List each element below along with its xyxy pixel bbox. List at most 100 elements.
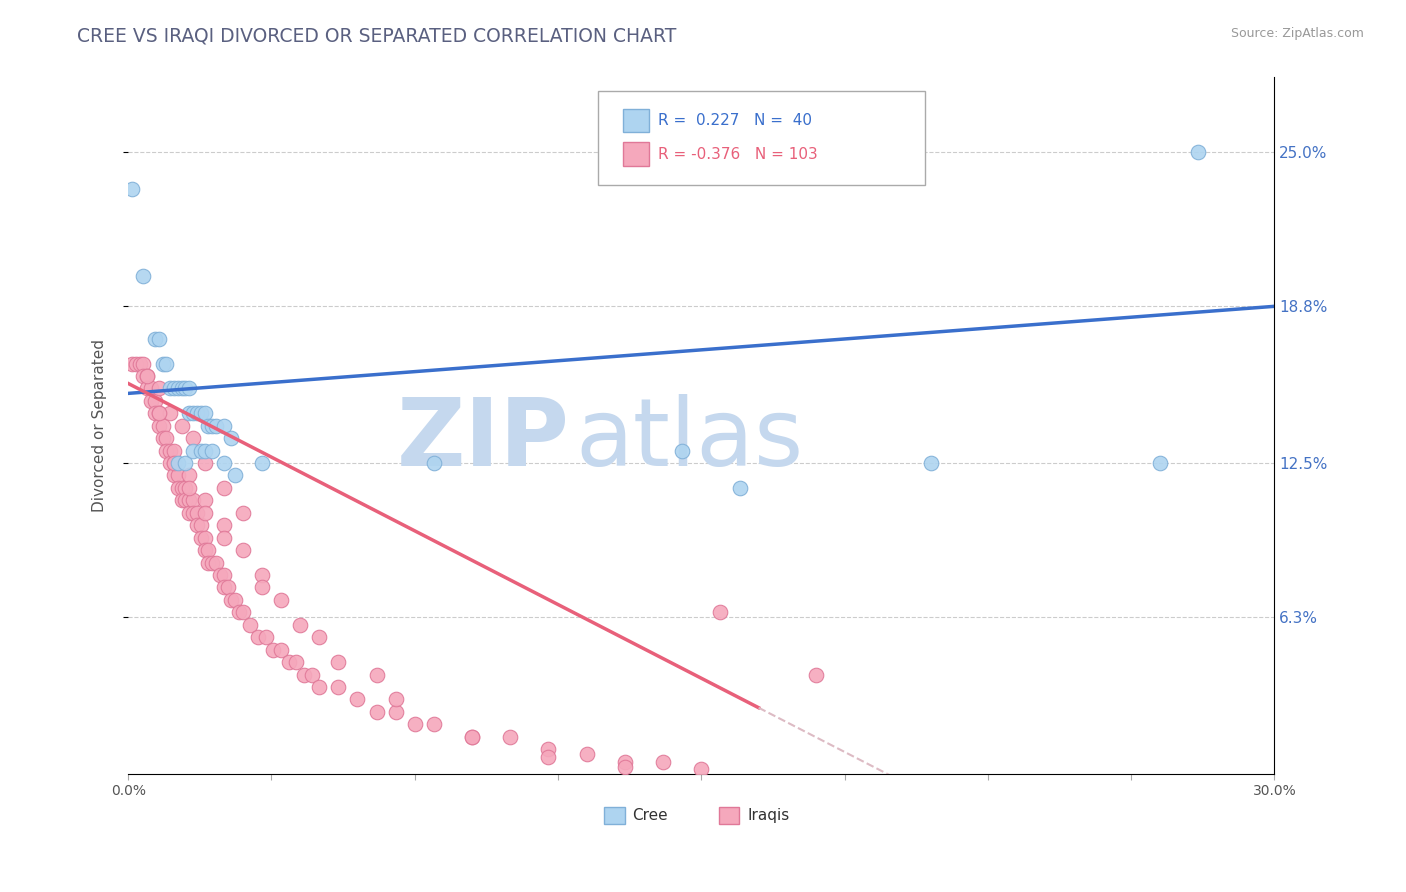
Point	[197, 556, 219, 570]
Point	[186, 406, 208, 420]
Point	[166, 456, 188, 470]
Point	[194, 406, 217, 420]
Point	[194, 456, 217, 470]
Point	[163, 456, 186, 470]
Point	[461, 730, 484, 744]
Point	[212, 581, 235, 595]
Point	[179, 468, 201, 483]
Point	[920, 456, 942, 470]
Point	[197, 418, 219, 433]
Point	[212, 568, 235, 582]
Point	[136, 368, 159, 383]
Point	[190, 518, 212, 533]
Point	[194, 443, 217, 458]
Point	[170, 381, 193, 395]
Point	[139, 381, 162, 395]
Point	[174, 456, 197, 470]
Point	[155, 357, 177, 371]
Point	[197, 543, 219, 558]
Point	[166, 468, 188, 483]
Text: R =  0.227   N =  40: R = 0.227 N = 40	[658, 113, 811, 128]
Point	[404, 717, 426, 731]
Point	[208, 568, 231, 582]
Point	[166, 481, 188, 495]
Point	[301, 667, 323, 681]
Point	[212, 531, 235, 545]
Point	[170, 418, 193, 433]
Point	[186, 506, 208, 520]
Text: ZIP: ZIP	[396, 393, 569, 485]
Point	[346, 692, 368, 706]
Point	[152, 357, 174, 371]
Point	[148, 418, 170, 433]
Point	[308, 680, 330, 694]
Point	[1149, 456, 1171, 470]
Point	[328, 655, 350, 669]
Point	[671, 443, 693, 458]
Point	[217, 581, 239, 595]
Point	[461, 730, 484, 744]
Point	[423, 456, 446, 470]
Point	[181, 431, 204, 445]
Point	[159, 406, 181, 420]
Point	[270, 593, 292, 607]
Point	[181, 443, 204, 458]
Point	[121, 357, 143, 371]
Point	[270, 642, 292, 657]
Point	[190, 406, 212, 420]
Point	[384, 705, 406, 719]
Point	[152, 418, 174, 433]
Point	[179, 481, 201, 495]
Text: Cree: Cree	[633, 808, 668, 823]
Point	[190, 531, 212, 545]
Point	[285, 655, 308, 669]
Point	[181, 493, 204, 508]
Text: R = -0.376   N = 103: R = -0.376 N = 103	[658, 146, 817, 161]
Point	[128, 357, 150, 371]
Point	[366, 667, 388, 681]
Point	[132, 368, 155, 383]
Point	[262, 642, 284, 657]
Point	[328, 680, 350, 694]
Point	[159, 381, 181, 395]
Point	[143, 393, 166, 408]
Point	[174, 481, 197, 495]
Point	[239, 617, 262, 632]
Point	[232, 506, 254, 520]
Point	[194, 493, 217, 508]
Point	[143, 406, 166, 420]
FancyBboxPatch shape	[598, 91, 925, 186]
Point	[613, 755, 636, 769]
Point	[250, 568, 273, 582]
Point	[221, 593, 243, 607]
Point	[152, 431, 174, 445]
Text: atlas: atlas	[575, 393, 803, 485]
Point	[148, 332, 170, 346]
Point	[132, 269, 155, 284]
Point	[159, 456, 181, 470]
Point	[728, 481, 751, 495]
Point	[181, 406, 204, 420]
Point	[155, 443, 177, 458]
Point	[212, 456, 235, 470]
Bar	[718, 806, 740, 824]
Point	[179, 493, 201, 508]
Point	[163, 468, 186, 483]
Point	[308, 630, 330, 644]
Point	[163, 456, 186, 470]
Bar	[623, 109, 648, 133]
Text: CREE VS IRAQI DIVORCED OR SEPARATED CORRELATION CHART: CREE VS IRAQI DIVORCED OR SEPARATED CORR…	[77, 27, 676, 45]
Point	[163, 443, 186, 458]
Point	[250, 581, 273, 595]
Point	[148, 406, 170, 420]
Point	[174, 381, 197, 395]
Point	[575, 747, 598, 761]
Point	[709, 605, 731, 619]
Point	[121, 182, 143, 196]
Point	[212, 481, 235, 495]
Point	[136, 381, 159, 395]
Text: Iraqis: Iraqis	[747, 808, 789, 823]
Y-axis label: Divorced or Separated: Divorced or Separated	[93, 339, 107, 512]
Point	[232, 605, 254, 619]
Point	[224, 593, 246, 607]
